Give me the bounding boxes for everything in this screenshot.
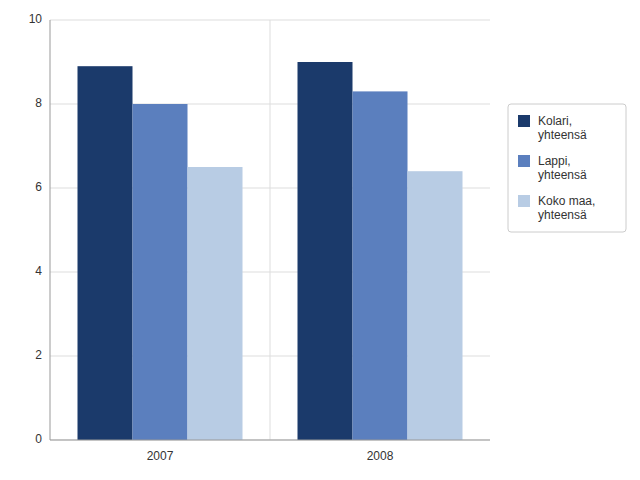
legend: Kolari,yhteensä Lappi,yhteensä Koko maa,yh… <box>508 104 626 232</box>
legend-label: Koko maa,yhteensä <box>538 194 595 222</box>
y-tick-label: 0 <box>35 432 42 446</box>
x-tick-label: 2008 <box>367 449 394 463</box>
legend-swatch <box>518 115 530 127</box>
y-tick-label: 8 <box>35 96 42 110</box>
legend-label: Kolari,yhteensä <box>538 114 587 142</box>
group-separator <box>270 20 271 440</box>
bar <box>78 66 133 440</box>
bar <box>133 104 188 440</box>
y-tick-label: 10 <box>29 12 43 26</box>
chart-svg: 0 2 4 6 8 10 2007 2008 Kolari,yhteensä Lappi,yhte… <box>0 0 640 480</box>
y-axis-line <box>50 20 51 440</box>
legend-label: Lappi,yhteensä <box>538 154 587 182</box>
legend-swatch <box>518 155 530 167</box>
bar <box>408 171 463 440</box>
bar <box>188 167 243 440</box>
grid-line <box>50 440 490 441</box>
y-tick-label: 4 <box>35 264 42 278</box>
legend-frame <box>508 104 626 232</box>
x-axis-line <box>50 440 490 441</box>
y-tick-label: 2 <box>35 348 42 362</box>
x-tick-label: 2007 <box>147 449 174 463</box>
grid <box>50 20 490 440</box>
bars <box>78 62 463 440</box>
bar <box>298 62 353 440</box>
y-tick-label: 6 <box>35 180 42 194</box>
chart-container: 0 2 4 6 8 10 2007 2008 Kolari,yhteensä Lappi,yhte… <box>0 0 640 480</box>
legend-swatch <box>518 195 530 207</box>
bar <box>353 91 408 440</box>
